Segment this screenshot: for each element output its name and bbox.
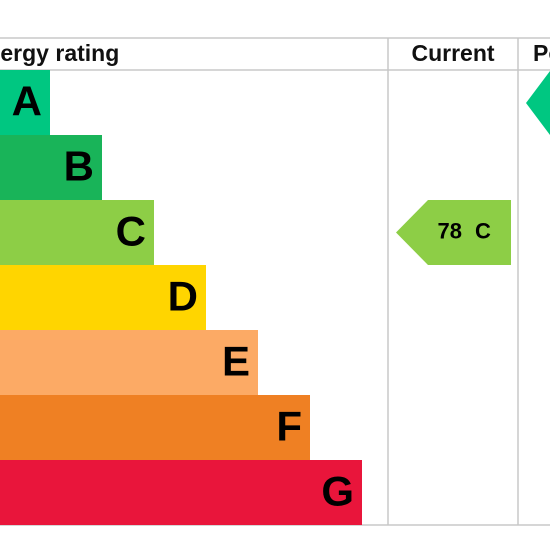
band-letter: E: [222, 338, 250, 385]
band-letter: G: [321, 468, 354, 515]
current-header: Current: [411, 40, 494, 66]
rating-header: Energy rating: [0, 40, 119, 66]
potential-header: Potential: [533, 40, 550, 66]
band-letter: A: [12, 78, 42, 125]
band-bar: [0, 330, 258, 395]
current-band: C: [475, 218, 491, 243]
band-letter: C: [116, 208, 146, 255]
potential-arrow: [526, 71, 550, 135]
band-letter: D: [168, 273, 198, 320]
band-letter: F: [276, 403, 302, 450]
band-bar: [0, 135, 102, 200]
band-letter: B: [64, 143, 94, 190]
band-bar: [0, 200, 154, 265]
current-arrow: [396, 200, 511, 265]
current-value: 78: [438, 218, 462, 243]
band-bar: [0, 70, 50, 135]
band-bar: [0, 460, 362, 525]
band-bar: [0, 265, 206, 330]
band-bar: [0, 395, 310, 460]
